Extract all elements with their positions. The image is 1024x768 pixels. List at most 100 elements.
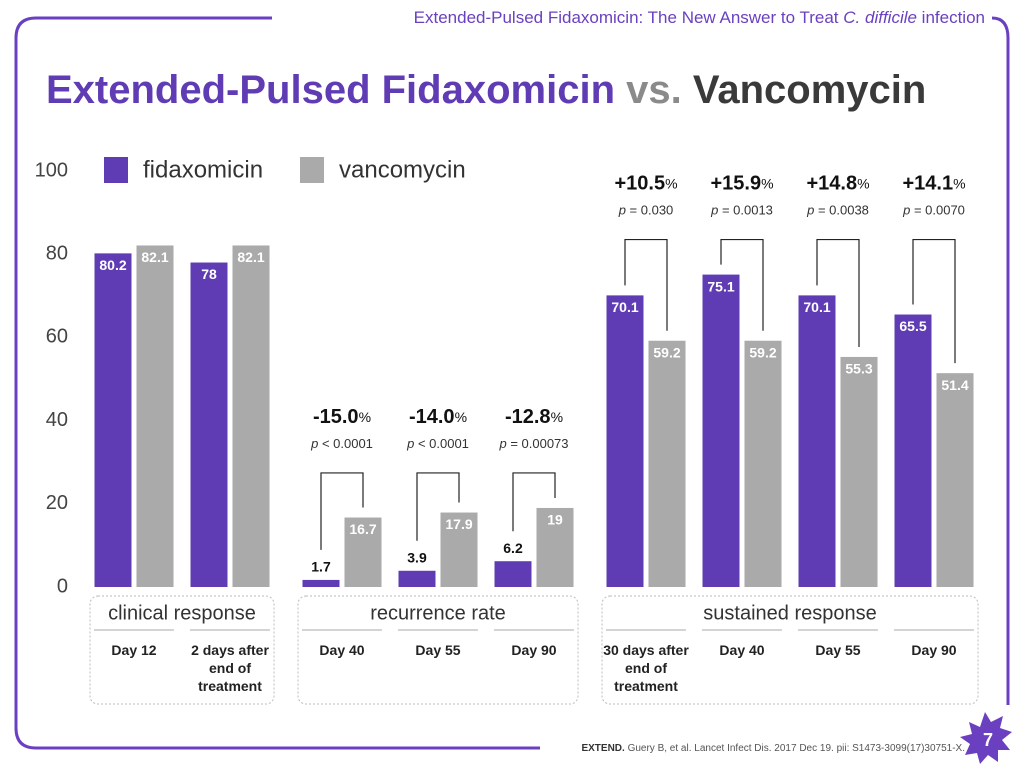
title-text: Extended-Pulsed Fidaxomicin <box>46 68 615 112</box>
p-symbol: p <box>618 203 626 218</box>
bar <box>190 262 228 587</box>
frame <box>991 16 1010 705</box>
footer: EXTEND. Guery B, et al. Lancet Infect Di… <box>581 743 965 754</box>
p-value: p = 0.0013 <box>710 203 773 218</box>
y-tick-label: 100 <box>35 159 68 181</box>
value-label: 6.2 <box>503 540 523 556</box>
group-box <box>297 595 579 705</box>
difference: +10.5% <box>614 173 677 195</box>
group-label: sustained response <box>703 602 876 624</box>
header-text: C. difficile <box>843 8 917 27</box>
bar <box>840 356 878 587</box>
group-box <box>601 595 979 705</box>
y-tick-label: 20 <box>46 492 68 514</box>
bar <box>936 373 974 587</box>
p-value-text: = 0.00073 <box>507 436 569 451</box>
x-tick-label: Day 40 <box>719 642 765 658</box>
frame <box>14 16 540 750</box>
value-label: 82.1 <box>141 249 168 265</box>
p-value: p < 0.0001 <box>406 436 469 451</box>
bar <box>94 253 132 588</box>
difference-value: +14.1 <box>902 173 953 195</box>
bar <box>302 579 340 587</box>
p-symbol: p <box>902 203 910 218</box>
y-tick-label: 60 <box>46 326 68 348</box>
p-value-text: = 0.0070 <box>910 203 965 218</box>
bracket <box>320 472 364 550</box>
legend-swatch <box>104 157 128 183</box>
difference-unit: % <box>761 175 773 191</box>
group-box <box>89 595 275 705</box>
value-label: 1.7 <box>311 559 331 575</box>
splat-icon <box>960 712 1012 764</box>
value-label: 55.3 <box>845 361 872 377</box>
value-label: 59.2 <box>653 344 680 360</box>
p-value: p = 0.030 <box>618 203 674 218</box>
title: Extended-Pulsed Fidaxomicin vs. Vancomyc… <box>46 68 926 112</box>
p-value: p = 0.0070 <box>902 203 965 218</box>
difference-unit: % <box>455 409 467 425</box>
difference-value: -15.0 <box>313 406 359 428</box>
value-label: 75.1 <box>707 278 734 294</box>
bracket <box>816 238 860 347</box>
difference: -14.0% <box>409 406 467 428</box>
value-label: 3.9 <box>407 549 427 565</box>
x-tick-label: 30 days after end of treatment <box>603 642 689 694</box>
x-tick-label: Day 40 <box>319 642 365 658</box>
x-tick-label: Day 55 <box>415 642 461 658</box>
bar <box>398 570 436 587</box>
bar <box>440 512 478 587</box>
difference: +14.1% <box>902 173 965 195</box>
bracket <box>912 238 956 364</box>
page-number: 7 <box>983 730 993 750</box>
header-text: infection <box>917 8 985 27</box>
legend-label: vancomycin <box>339 156 466 183</box>
bar <box>136 245 174 588</box>
bar <box>494 561 532 587</box>
value-label: 51.4 <box>941 377 968 393</box>
x-tick-label: Day 55 <box>815 642 861 658</box>
bracket <box>624 238 668 331</box>
p-symbol: p <box>498 436 506 451</box>
legend-label: fidaxomicin <box>143 156 263 183</box>
difference: -15.0% <box>313 406 371 428</box>
header: Extended-Pulsed Fidaxomicin: The New Ans… <box>414 8 985 27</box>
difference-value: +15.9 <box>710 173 761 195</box>
p-value-text: = 0.0038 <box>814 203 869 218</box>
p-value: p = 0.00073 <box>498 436 568 451</box>
p-value-text: < 0.0001 <box>318 436 373 451</box>
p-symbol: p <box>710 203 718 218</box>
difference-unit: % <box>953 175 965 191</box>
p-symbol: p <box>806 203 814 218</box>
difference-value: +14.8 <box>806 173 857 195</box>
bar <box>344 517 382 587</box>
header-text: Extended-Pulsed Fidaxomicin: The New Ans… <box>414 8 844 27</box>
x-tick-label: Day 90 <box>911 642 957 658</box>
bracket <box>416 472 460 541</box>
bar <box>798 295 836 587</box>
value-label: 78 <box>201 266 217 282</box>
bar <box>606 295 644 587</box>
value-label: 17.9 <box>445 516 472 532</box>
difference-unit: % <box>665 175 677 191</box>
title-text: Vancomycin <box>693 68 926 112</box>
difference-unit: % <box>857 175 869 191</box>
value-label: 19 <box>547 512 563 528</box>
difference: +15.9% <box>710 173 773 195</box>
difference: -12.8% <box>505 406 563 428</box>
value-label: 82.1 <box>237 249 264 265</box>
y-tick-label: 0 <box>57 575 68 597</box>
bracket <box>512 472 556 532</box>
value-label: 70.1 <box>611 299 638 315</box>
x-tick-label: Day 12 <box>111 642 157 658</box>
footer-text: Guery B, et al. Lancet Infect Dis. 2017 … <box>625 743 965 754</box>
bar <box>702 274 740 587</box>
difference-value: -14.0 <box>409 406 455 428</box>
value-label: 70.1 <box>803 299 830 315</box>
y-tick-label: 40 <box>46 409 68 431</box>
p-value: p = 0.0038 <box>806 203 869 218</box>
difference-value: -12.8 <box>505 406 551 428</box>
p-value-text: = 0.030 <box>626 203 673 218</box>
